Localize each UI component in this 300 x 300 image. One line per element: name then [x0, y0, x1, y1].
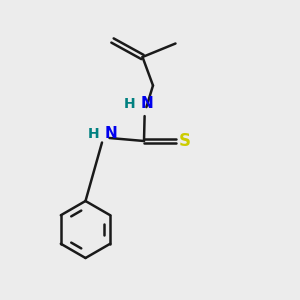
Text: N: N — [104, 126, 117, 141]
Text: S: S — [179, 132, 191, 150]
Text: N: N — [140, 96, 153, 111]
Text: H: H — [124, 97, 136, 111]
Text: H: H — [88, 127, 100, 141]
